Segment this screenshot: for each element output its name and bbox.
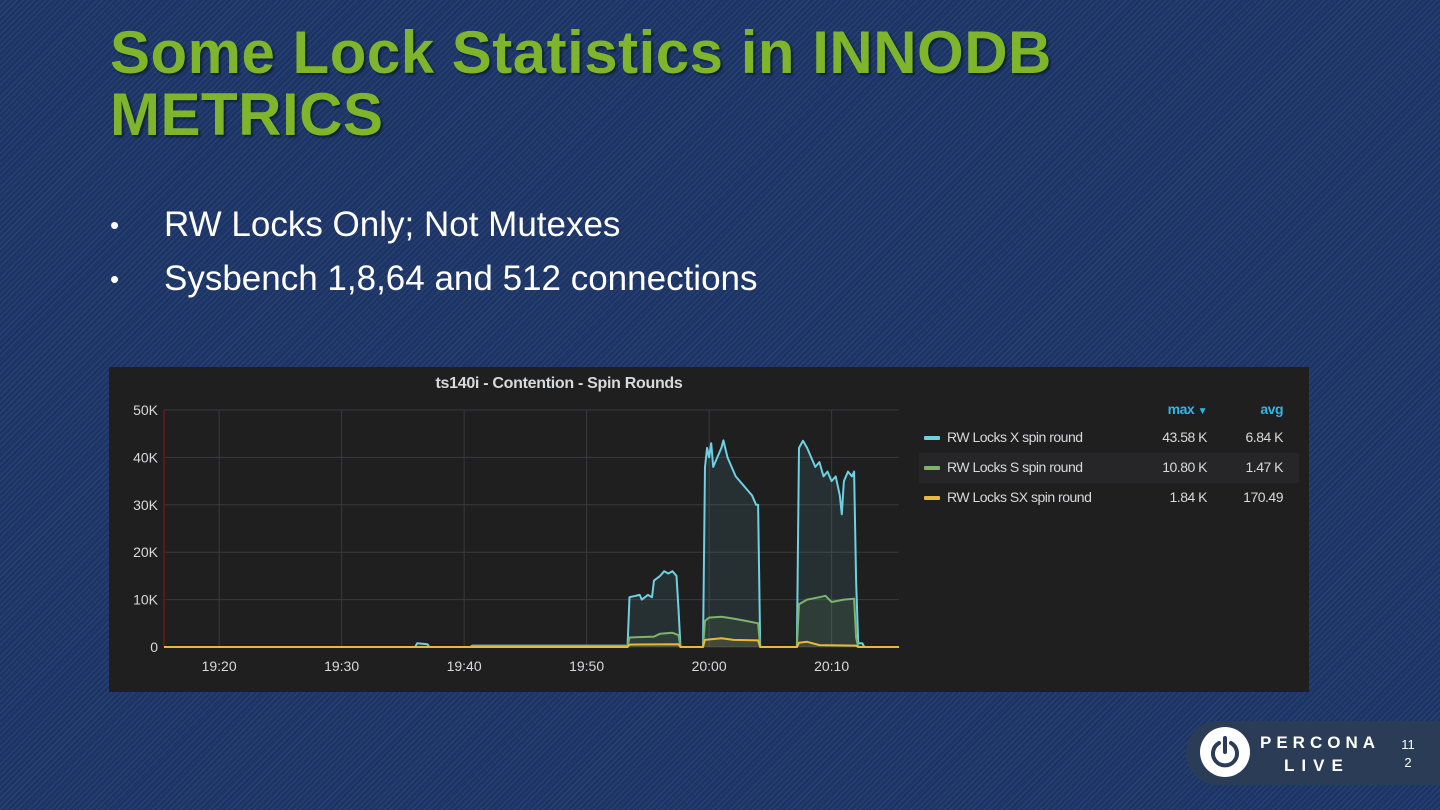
legend-row[interactable]: RW Locks S spin round 10.80 K 1.47 K — [919, 453, 1299, 483]
chart-legend: max ▼ avg RW Locks X spin round 43.58 K … — [919, 397, 1299, 513]
sort-desc-icon: ▼ — [1197, 406, 1208, 417]
series-swatch — [924, 436, 940, 440]
bullet-glyph: • — [110, 264, 120, 294]
legend-max-value: 10.80 K — [1162, 459, 1207, 475]
logo-badge — [1200, 727, 1250, 777]
legend-avg-value: 170.49 — [1243, 489, 1283, 505]
legend-avg-value: 6.84 K — [1245, 429, 1284, 445]
legend-series-name: RW Locks SX spin round — [947, 489, 1092, 505]
legend-col-max[interactable]: max ▼ — [1167, 401, 1208, 417]
logo-text-live: LIVE — [1284, 756, 1350, 775]
series-area — [164, 595, 899, 647]
bullet-list: • RW Locks Only; Not Mutexes • Sysbench 1,… — [110, 198, 758, 306]
bullet-item: • Sysbench 1,8,64 and 512 connections — [110, 252, 758, 306]
series-line — [164, 439, 899, 648]
bullet-text: RW Locks Only; Not Mutexes — [164, 205, 621, 244]
percona-live-logo: PERCONA LIVE — [1186, 721, 1440, 785]
series-swatch — [924, 496, 940, 500]
legend-series-name: RW Locks X spin round — [947, 429, 1083, 445]
y-tick-label: 10K — [133, 592, 159, 608]
series-area — [164, 440, 899, 647]
legend-max-value: 1.84 K — [1169, 489, 1208, 505]
legend-row[interactable]: RW Locks X spin round 43.58 K 6.84 K — [919, 423, 1299, 453]
page-number: 112 — [1401, 737, 1415, 770]
chart-title: ts140i - Contention - Spin Rounds — [435, 375, 683, 392]
x-tick-label: 20:00 — [692, 658, 727, 674]
legend-series-name: RW Locks S spin round — [947, 459, 1083, 475]
x-tick-label: 19:40 — [447, 658, 482, 674]
y-tick-label: 50K — [133, 402, 159, 418]
y-tick-label: 30K — [133, 497, 159, 513]
logo-text-percona: PERCONA — [1260, 733, 1381, 752]
bullet-text: Sysbench 1,8,64 and 512 connections — [164, 259, 758, 298]
x-tick-label: 19:30 — [324, 658, 359, 674]
bullet-item: • RW Locks Only; Not Mutexes — [110, 198, 758, 252]
legend-row[interactable]: RW Locks SX spin round 1.84 K 170.49 — [919, 483, 1299, 513]
y-tick-label: 40K — [133, 449, 159, 465]
series-area — [164, 638, 899, 647]
series-line — [164, 594, 899, 648]
legend-avg-value: 1.47 K — [1245, 459, 1284, 475]
series-swatch — [924, 466, 940, 470]
series-line — [164, 637, 899, 648]
slide-title: Some Lock Statistics in INNODB METRICS — [110, 19, 1052, 148]
legend-col-max-label: max — [1167, 401, 1195, 417]
y-tick-label: 20K — [133, 544, 159, 560]
legend-max-value: 43.58 K — [1162, 429, 1207, 445]
legend-col-avg[interactable]: avg — [1260, 401, 1283, 417]
legend-header: max ▼ avg — [919, 397, 1299, 423]
line-chart: 0 10K 20K 30K 40K 50K 19:20 19:30 19:40 19:50 20:0… — [133, 402, 899, 674]
x-tick-label: 19:20 — [202, 658, 237, 674]
x-tick-label: 20:10 — [814, 658, 849, 674]
bullet-glyph: • — [110, 210, 120, 240]
x-tick-label: 19:50 — [569, 658, 604, 674]
graph-panel: ts140i - Contention - Spin Rounds 0 10K 20… — [109, 367, 1309, 692]
power-icon — [1211, 736, 1239, 768]
y-tick-label: 0 — [150, 639, 158, 655]
